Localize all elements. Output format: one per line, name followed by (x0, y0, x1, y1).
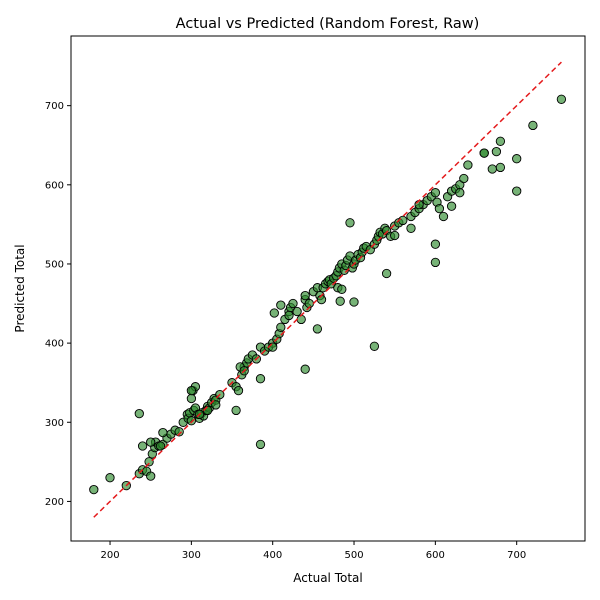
data-point (487, 164, 497, 174)
data-point (455, 188, 465, 198)
data-point (434, 203, 445, 214)
reference-line-group (93, 61, 562, 518)
data-point (479, 148, 489, 158)
data-point (556, 94, 567, 104)
data-point (276, 322, 286, 332)
reference-line (93, 61, 562, 518)
y-tick-label: 400 (45, 339, 64, 350)
data-point (158, 427, 168, 438)
data-point (300, 290, 310, 301)
x-tick-label: 400 (263, 550, 282, 561)
data-point (430, 239, 441, 249)
data-point (430, 188, 441, 198)
data-point (349, 297, 359, 307)
data-point (369, 341, 380, 351)
data-point (276, 300, 286, 310)
data-point (233, 385, 244, 396)
x-tick-label: 200 (100, 550, 119, 561)
data-point (312, 324, 323, 334)
data-point (512, 186, 522, 196)
data-point (269, 308, 279, 318)
data-point (211, 400, 221, 410)
data-point (390, 230, 400, 241)
data-point (268, 342, 278, 352)
data-point (446, 201, 457, 211)
data-point (186, 416, 197, 426)
y-tick-label: 300 (45, 418, 64, 429)
data-point (406, 223, 416, 233)
data-point (459, 173, 469, 184)
y-tick-label: 600 (45, 180, 64, 191)
data-point (292, 306, 302, 317)
data-point (304, 298, 314, 309)
data-point (137, 441, 148, 451)
chart-title: Actual vs Predicted (Random Forest, Raw) (176, 16, 480, 32)
data-point (288, 298, 298, 309)
data-point (174, 427, 184, 437)
data-point (296, 314, 306, 325)
data-point (381, 268, 392, 279)
data-point (146, 471, 156, 481)
plot-points (89, 94, 567, 495)
x-tick-label: 700 (507, 550, 526, 561)
data-point (89, 484, 99, 495)
data-point (495, 136, 506, 146)
data-point (186, 393, 197, 404)
data-point (146, 437, 156, 447)
data-point (463, 160, 473, 170)
x-axis-label: Actual Total (293, 571, 362, 585)
x-tick-label: 500 (344, 550, 363, 561)
data-point (231, 405, 241, 416)
data-point (155, 441, 166, 451)
y-axis-label: Predicted Total (13, 244, 27, 332)
data-point (134, 408, 144, 419)
data-point (255, 439, 266, 450)
y-axis-ticks: 200 300 400 500 600 700 (45, 101, 71, 508)
data-point (284, 310, 294, 321)
data-point (105, 473, 115, 483)
data-point (300, 364, 310, 374)
data-point (255, 374, 266, 384)
y-tick-label: 700 (45, 101, 64, 112)
data-point (337, 284, 347, 294)
data-point (495, 162, 506, 173)
y-tick-label: 200 (45, 497, 64, 508)
x-tick-label: 600 (426, 550, 445, 561)
data-point (491, 146, 502, 157)
data-point (186, 385, 197, 396)
plot-frame (70, 35, 586, 542)
data-point (528, 120, 538, 131)
y-tick-label: 500 (45, 259, 64, 270)
data-point (430, 257, 441, 268)
data-point (438, 211, 449, 222)
x-tick-label: 300 (182, 550, 201, 561)
data-point (345, 218, 355, 228)
data-point (144, 457, 154, 467)
data-point (512, 154, 522, 164)
x-axis-ticks: 200 300 400 500 600 700 (100, 541, 526, 561)
data-point (335, 296, 345, 306)
